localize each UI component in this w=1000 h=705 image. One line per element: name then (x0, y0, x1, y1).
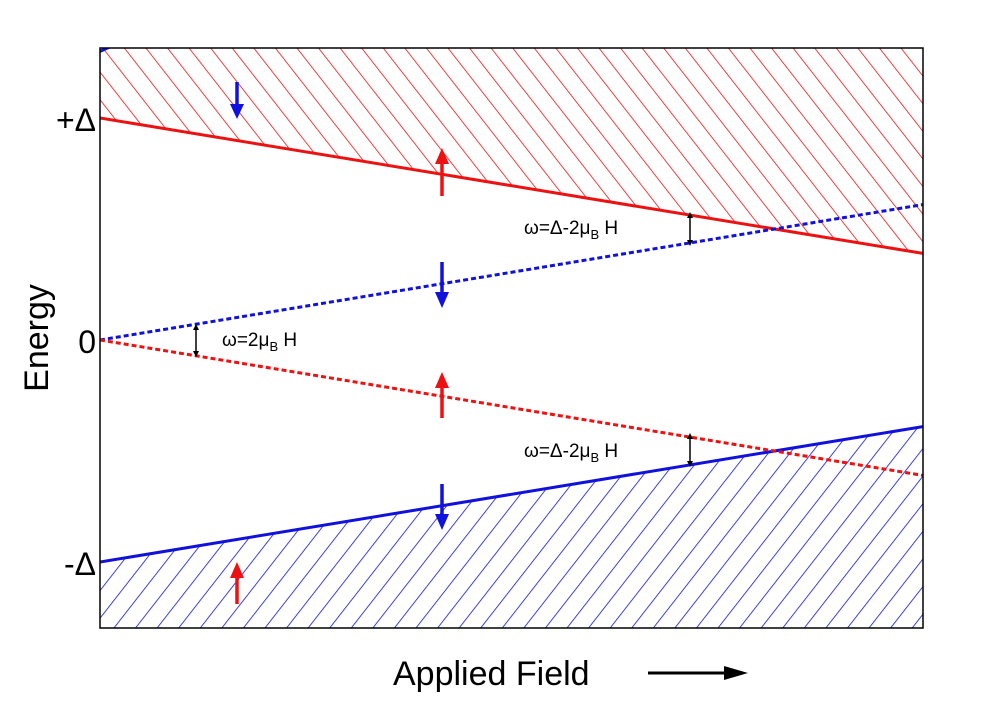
right-arrow-icon (648, 666, 748, 680)
gap-annotation-lower: ω=Δ-2μB H (524, 441, 618, 465)
plot-frame (99, 47, 924, 629)
spin-down-lower-continuum (100, 426, 923, 628)
spin-down-impurity-level (100, 203, 923, 342)
tick-label-minus-delta: -Δ (64, 546, 96, 582)
gap-annotation-upper: ω=Δ-2μB H (524, 218, 618, 242)
spin-down-arrow-icon (435, 484, 449, 530)
spin-down-arrow-icon (230, 82, 244, 119)
spin-up-arrow-icon (435, 372, 449, 418)
spin-up-upper-continuum (100, 48, 923, 254)
spin-arrows (230, 82, 449, 604)
y-axis-label: Energy (18, 284, 56, 392)
tick-label-zero: 0 (78, 324, 96, 360)
x-axis-label: Applied Field (393, 655, 590, 693)
tick-label-plus-delta: +Δ (56, 102, 96, 138)
spin-up-upper-band-edge (100, 116, 923, 255)
spin-up-impurity-level (100, 338, 923, 477)
spin-up-arrow-icon (435, 148, 449, 196)
zeeman-annotation: ω=2μB H (222, 330, 297, 354)
spin-down-upper-band-edge (100, 48, 112, 53)
spin-down-upper-continuum (100, 48, 923, 52)
spin-up-arrow-icon (230, 562, 244, 604)
spin-down-lower-band-edge (100, 425, 923, 564)
gap-arrows (193, 212, 693, 467)
spin-down-arrow-icon (435, 262, 449, 308)
